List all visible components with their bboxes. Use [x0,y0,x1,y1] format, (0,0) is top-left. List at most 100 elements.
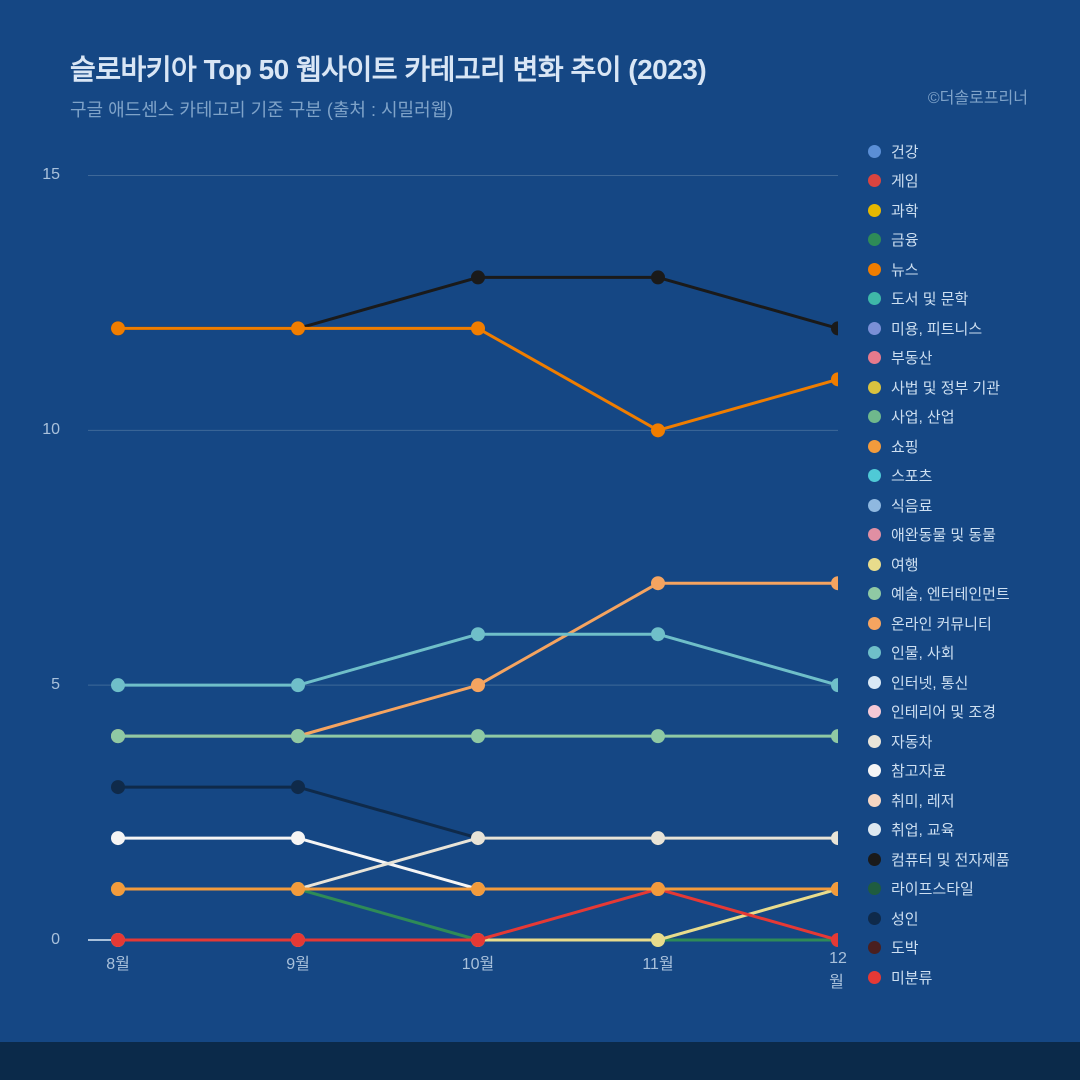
legend-item[interactable]: 부동산 [868,347,1028,369]
series-marker [111,831,125,845]
series-line [118,277,838,328]
series-marker [111,729,125,743]
legend-item[interactable]: 컴퓨터 및 전자제품 [868,848,1028,870]
legend-item[interactable]: 쇼핑 [868,435,1028,457]
legend-label: 뉴스 [891,259,919,280]
legend-item[interactable]: 예술, 엔터테인먼트 [868,583,1028,605]
series-marker [471,882,485,896]
y-tick-label: 15 [20,166,60,184]
series-marker [651,423,665,437]
legend-item[interactable]: 인터넷, 통신 [868,671,1028,693]
legend-item[interactable]: 미용, 피트니스 [868,317,1028,339]
series-marker [831,729,838,743]
legend-label: 온라인 커뮤니티 [891,613,992,634]
legend-item[interactable]: 금융 [868,229,1028,251]
legend-dot-icon [868,823,881,836]
series-marker [651,729,665,743]
legend-dot-icon [868,558,881,571]
legend-item[interactable]: 참고자료 [868,760,1028,782]
legend-item[interactable]: 여행 [868,553,1028,575]
series-marker [291,321,305,335]
legend-label: 미용, 피트니스 [891,318,982,339]
legend-label: 사업, 산업 [891,406,955,427]
legend-item[interactable]: 뉴스 [868,258,1028,280]
legend-label: 금융 [891,229,919,250]
series-line [118,787,838,838]
series-marker [471,627,485,641]
chart-header: 슬로바키아 Top 50 웹사이트 카테고리 변화 추이 (2023) 구글 애… [70,48,706,122]
legend-label: 도박 [891,937,919,958]
legend-item[interactable]: 게임 [868,170,1028,192]
legend-dot-icon [868,233,881,246]
series-marker [831,678,838,692]
legend-item[interactable]: 온라인 커뮤니티 [868,612,1028,634]
series-marker [291,729,305,743]
legend-label: 게임 [891,170,919,191]
legend-dot-icon [868,174,881,187]
legend-item[interactable]: 미분류 [868,966,1028,988]
series-marker [471,831,485,845]
series-marker [831,882,838,896]
legend-item[interactable]: 도서 및 문학 [868,288,1028,310]
series-marker [651,882,665,896]
legend-dot-icon [868,705,881,718]
x-tick-label: 10월 [462,950,495,974]
legend-item[interactable]: 자동차 [868,730,1028,752]
legend-dot-icon [868,381,881,394]
chart-subtitle: 구글 애드센스 카테고리 기준 구분 (출처 : 시밀러웹) [70,96,706,122]
chart-title: 슬로바키아 Top 50 웹사이트 카테고리 변화 추이 (2023) [70,48,706,88]
series-marker [471,729,485,743]
legend-dot-icon [868,941,881,954]
legend-item[interactable]: 애완동물 및 동물 [868,524,1028,546]
series-marker [471,933,485,947]
x-tick-label: 8월 [106,950,130,974]
series-marker [471,270,485,284]
footer-bar [0,1042,1080,1080]
legend-dot-icon [868,882,881,895]
legend-item[interactable]: 성인 [868,907,1028,929]
legend-item[interactable]: 취미, 레저 [868,789,1028,811]
legend-label: 라이프스타일 [891,878,974,899]
series-line [118,838,838,889]
legend-item[interactable]: 스포츠 [868,465,1028,487]
legend-label: 자동차 [891,731,932,752]
legend-label: 참고자료 [891,760,946,781]
legend-dot-icon [868,853,881,866]
series-line [118,889,838,940]
legend-dot-icon [868,351,881,364]
x-tick-label: 9월 [286,950,310,974]
legend-dot-icon [868,794,881,807]
legend-label: 예술, 엔터테인먼트 [891,583,1010,604]
legend-item[interactable]: 사업, 산업 [868,406,1028,428]
legend-item[interactable]: 사법 및 정부 기관 [868,376,1028,398]
legend-item[interactable]: 과학 [868,199,1028,221]
series-marker [831,933,838,947]
series-line [118,583,838,736]
series-marker [291,678,305,692]
series-line [118,328,838,430]
series-line [118,838,838,889]
y-tick-label: 5 [20,676,60,694]
legend-label: 스포츠 [891,465,932,486]
series-marker [831,321,838,335]
legend-dot-icon [868,735,881,748]
legend-item[interactable]: 인테리어 및 조경 [868,701,1028,723]
series-marker [111,933,125,947]
series-marker [111,321,125,335]
legend-item[interactable]: 취업, 교육 [868,819,1028,841]
legend-dot-icon [868,263,881,276]
chart-credit: ©더솔로프리너 [928,84,1028,108]
series-marker [651,270,665,284]
legend-dot-icon [868,617,881,630]
legend-item[interactable]: 라이프스타일 [868,878,1028,900]
legend-label: 도서 및 문학 [891,288,968,309]
legend-item[interactable]: 도박 [868,937,1028,959]
series-marker [111,678,125,692]
series-marker [471,321,485,335]
series-marker [651,831,665,845]
legend-item[interactable]: 인물, 사회 [868,642,1028,664]
legend-item[interactable]: 건강 [868,140,1028,162]
legend-item[interactable]: 식음료 [868,494,1028,516]
legend-dot-icon [868,322,881,335]
legend-label: 취미, 레저 [891,790,955,811]
